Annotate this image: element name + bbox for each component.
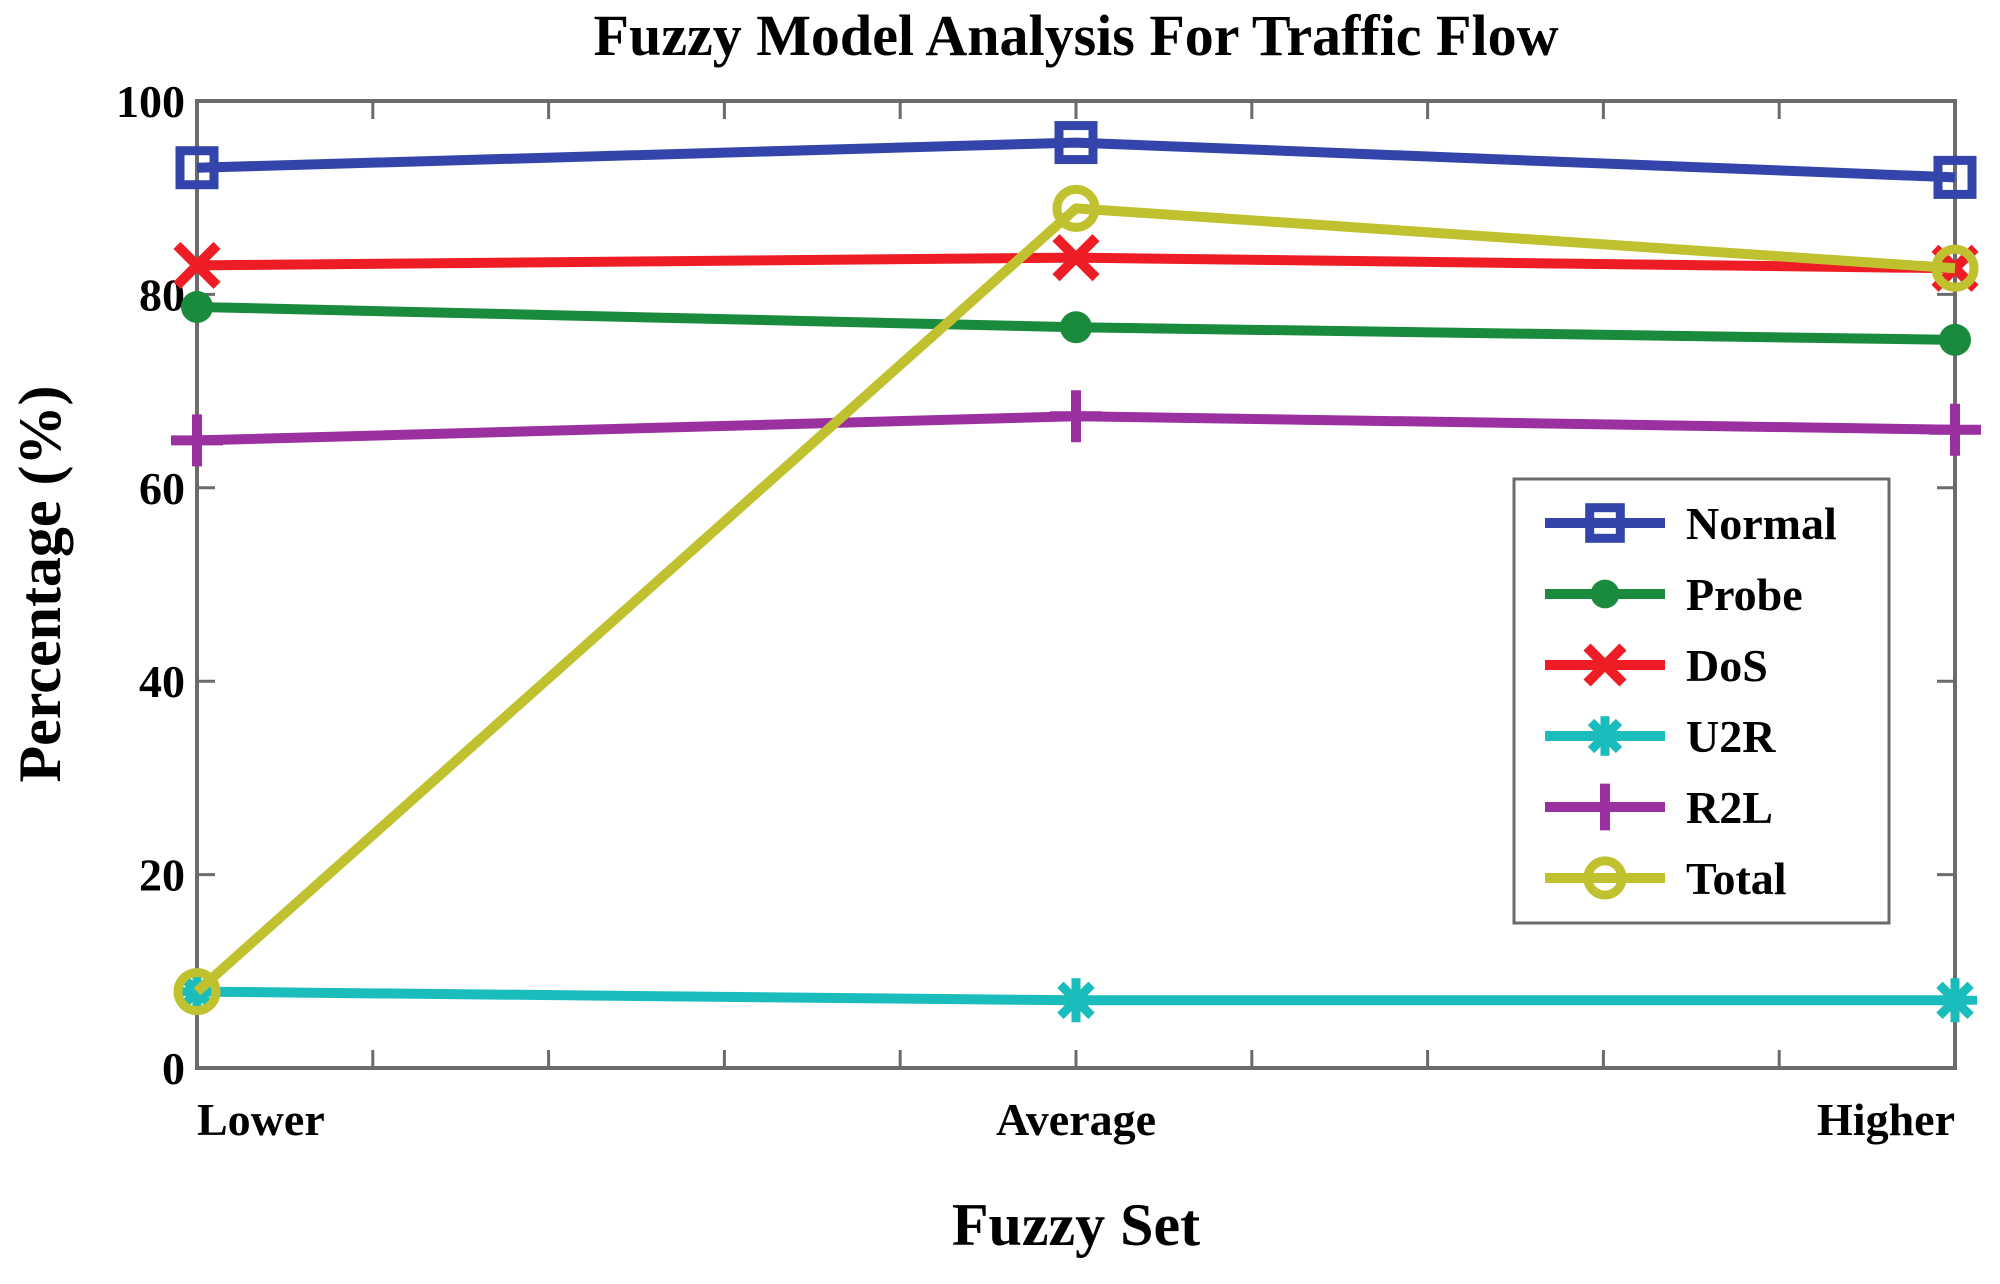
x-marker-icon xyxy=(173,241,221,289)
plus-marker-icon xyxy=(171,414,223,467)
axis-ticks xyxy=(197,99,1955,1070)
y-tick-label: 20 xyxy=(139,850,185,901)
asterisk-marker-icon xyxy=(1933,978,1977,1023)
plus-marker-icon xyxy=(1929,403,1981,456)
y-tick-label: 100 xyxy=(116,76,185,127)
x-axis-label: Fuzzy Set xyxy=(952,1192,1200,1258)
square-marker-icon xyxy=(175,146,219,190)
y-axis-label: Percentage (%) xyxy=(7,385,73,782)
plus-marker-icon xyxy=(1050,390,1102,443)
y-tick-label: 60 xyxy=(139,463,185,514)
square-marker-icon xyxy=(1585,503,1625,543)
legend-label: U2R xyxy=(1686,711,1776,762)
legend-item-dos: DoS xyxy=(1545,640,1768,691)
series-line xyxy=(196,137,1956,183)
legend-label: Normal xyxy=(1686,498,1837,549)
y-tick-label: 0 xyxy=(162,1043,185,1094)
legend-item-r2l: R2L xyxy=(1545,782,1773,833)
circle-marker-icon xyxy=(173,968,221,1016)
circle-marker-icon xyxy=(1931,244,1979,292)
series-line xyxy=(193,203,1956,996)
chart-title: Fuzzy Model Analysis For Traffic Flow xyxy=(594,3,1559,68)
circle-marker-icon xyxy=(1583,856,1627,900)
series-r2l xyxy=(171,390,1981,467)
legend-item-u2r: U2R xyxy=(1545,711,1776,762)
legend-label: R2L xyxy=(1686,782,1773,833)
plus-marker-icon xyxy=(1581,783,1629,831)
legend-label: DoS xyxy=(1686,640,1768,691)
x-tick-labels: Lower Average Higher xyxy=(197,1094,1955,1145)
filled-circle-marker-icon xyxy=(1060,311,1092,344)
y-tick-label: 40 xyxy=(139,656,185,707)
y-tick-labels: 0 20 40 60 80 100 xyxy=(116,76,185,1094)
series-u2r xyxy=(175,969,1977,1023)
series-normal xyxy=(175,121,1977,199)
filled-circle-marker-icon xyxy=(181,290,213,323)
x-tick-label: Lower xyxy=(197,1094,325,1145)
asterisk-marker-icon xyxy=(1054,978,1098,1023)
series-dos xyxy=(173,234,1979,292)
legend-box xyxy=(1512,477,1891,925)
square-marker-icon xyxy=(1054,121,1098,165)
x-tick-label: Average xyxy=(996,1094,1156,1145)
series-total xyxy=(173,184,1979,1016)
legend-item-total: Total xyxy=(1545,853,1787,904)
series-layer xyxy=(171,121,1981,1023)
x-marker-icon xyxy=(1583,643,1627,687)
legend-item-probe: Probe xyxy=(1545,569,1803,620)
series-probe xyxy=(181,290,1971,356)
circle-marker-icon xyxy=(1052,184,1100,232)
legend-label: Total xyxy=(1686,853,1787,904)
filled-circle-marker-icon xyxy=(1590,579,1620,609)
legend-item-normal: Normal xyxy=(1545,498,1837,549)
x-marker-icon xyxy=(1052,234,1100,282)
square-marker-icon xyxy=(1933,155,1977,199)
filled-circle-marker-icon xyxy=(1939,323,1971,356)
x-tick-label: Higher xyxy=(1817,1094,1955,1145)
asterisk-marker-icon xyxy=(1585,716,1625,756)
legend-label: Probe xyxy=(1686,569,1803,620)
legend: Normal Probe DoS U2R R2L Total xyxy=(1512,477,1891,925)
y-tick-label: 80 xyxy=(139,269,185,320)
